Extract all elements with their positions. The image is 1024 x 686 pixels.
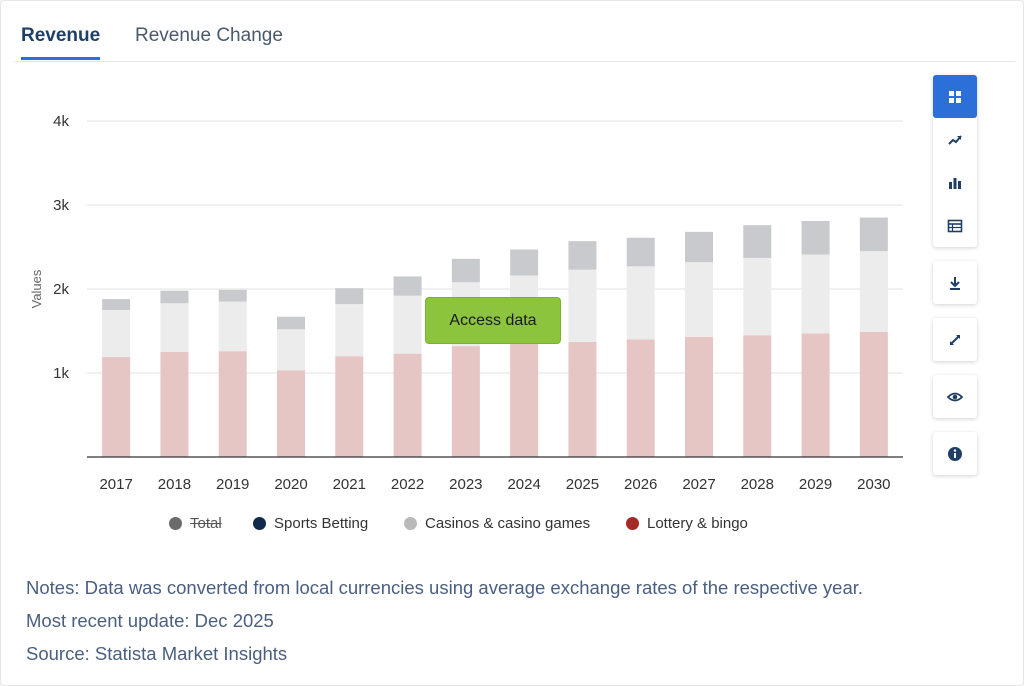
x-tick-label: 2027 xyxy=(682,476,715,493)
bar-segment xyxy=(451,346,480,457)
info-icon[interactable] xyxy=(933,432,977,475)
x-tick-label: 2022 xyxy=(391,476,424,493)
download-group xyxy=(933,261,977,304)
bar-segment xyxy=(626,339,655,457)
bar-segment xyxy=(160,352,189,457)
revenue-chart: 1k 2k 3k 4k Values 2017 2018 2019 2020 2021 2022 20… xyxy=(1,61,921,561)
bar-segment xyxy=(510,249,539,276)
legend-label: Sports Betting xyxy=(274,515,369,532)
bar-segment xyxy=(801,220,830,255)
x-tick-label: 2024 xyxy=(507,476,540,493)
y-tick-label: 2k xyxy=(53,281,69,298)
legend-label: Casinos & casino games xyxy=(425,515,591,532)
y-axis-label: Values xyxy=(29,269,44,308)
chart-tabs: Revenue Revenue Change xyxy=(15,19,1015,62)
grid-icon[interactable] xyxy=(933,75,977,118)
x-tick-label: 2029 xyxy=(799,476,832,493)
bar-segment xyxy=(685,336,713,457)
x-tick-label: 2030 xyxy=(857,476,890,493)
update-text: Most recent update: Dec 2025 xyxy=(26,610,274,631)
tab-revenue[interactable]: Revenue xyxy=(21,25,101,60)
y-tick-label: 3k xyxy=(53,197,69,214)
bar-segment xyxy=(859,331,888,457)
bar-segment xyxy=(626,237,655,267)
bar-segment xyxy=(685,231,713,263)
bar-segment xyxy=(160,303,189,352)
bar-segment xyxy=(393,353,422,457)
chart-notes: Notes: Data was converted from local cur… xyxy=(26,571,863,670)
bar-segment xyxy=(102,357,131,457)
y-tick-label: 1k xyxy=(53,365,69,382)
bar-segment xyxy=(393,276,422,296)
x-tick-label: 2023 xyxy=(449,476,482,493)
expand-group xyxy=(933,318,977,361)
chart-svg: 1k 2k 3k 4k Values 2017 2018 2019 2020 2021 2022 20… xyxy=(29,113,903,493)
bar-segment xyxy=(743,335,772,457)
x-tick-label: 2021 xyxy=(333,476,366,493)
y-tick-label: 4k xyxy=(53,113,69,130)
access-data-button[interactable]: Access data xyxy=(425,297,561,344)
bar-segment xyxy=(277,316,305,330)
bar-segment xyxy=(335,288,364,305)
source-text: Source: Statista Market Insights xyxy=(26,643,288,664)
notes-text: Notes: Data was converted from local cur… xyxy=(26,577,864,598)
x-tick-label: 2019 xyxy=(216,476,249,493)
legend-dot xyxy=(626,517,639,530)
x-tick-label: 2017 xyxy=(99,476,132,493)
legend-item-sports-betting[interactable]: Sports Betting xyxy=(253,515,368,532)
bar-segment xyxy=(743,225,772,258)
bar-segment xyxy=(277,370,305,457)
legend-item-casinos[interactable]: Casinos & casino games xyxy=(404,515,590,532)
bar-segment xyxy=(626,266,655,340)
legend-label: Lottery & bingo xyxy=(647,515,748,532)
legend-label: Total xyxy=(190,515,222,532)
bar-segment xyxy=(801,333,830,457)
bar-segment xyxy=(568,269,597,342)
legend-dot xyxy=(404,517,417,530)
bar-segment xyxy=(685,262,713,337)
bar-segment xyxy=(393,295,422,354)
preview-group xyxy=(933,375,977,418)
bar-segment xyxy=(335,304,364,357)
legend-item-lottery[interactable]: Lottery & bingo xyxy=(626,515,748,532)
chart-type-group xyxy=(933,75,977,247)
bar-segment xyxy=(859,251,888,332)
bar-segment xyxy=(510,342,539,457)
bar-segment xyxy=(335,356,364,457)
bar-segment xyxy=(102,299,131,310)
x-tick-label: 2020 xyxy=(274,476,307,493)
bar-segment xyxy=(801,254,830,334)
x-tick-label: 2025 xyxy=(566,476,599,493)
bar-chart-icon[interactable] xyxy=(933,161,977,204)
bar-segment xyxy=(451,258,480,283)
bar-segment xyxy=(568,241,597,270)
bar-segment xyxy=(277,329,305,371)
trend-icon[interactable] xyxy=(933,118,977,161)
x-tick-label: 2028 xyxy=(741,476,774,493)
expand-icon[interactable] xyxy=(933,318,977,361)
legend-dot xyxy=(253,517,266,530)
bar-segment xyxy=(102,310,131,358)
x-tick-label: 2026 xyxy=(624,476,657,493)
legend-item-total[interactable]: Total xyxy=(169,515,222,532)
info-group xyxy=(933,432,977,475)
bar-segment xyxy=(160,290,189,304)
tab-revenue-change[interactable]: Revenue Change xyxy=(135,25,283,46)
download-icon[interactable] xyxy=(933,261,977,304)
bar-segment xyxy=(218,289,247,302)
legend-dot xyxy=(169,517,182,530)
bar-segment xyxy=(568,341,597,457)
x-tick-label: 2018 xyxy=(158,476,191,493)
bar-segment xyxy=(859,217,888,252)
eye-icon[interactable] xyxy=(933,375,977,418)
bar-segment xyxy=(218,301,247,352)
bar-segment xyxy=(743,257,772,336)
table-icon[interactable] xyxy=(933,204,977,247)
bar-segment xyxy=(218,351,247,457)
